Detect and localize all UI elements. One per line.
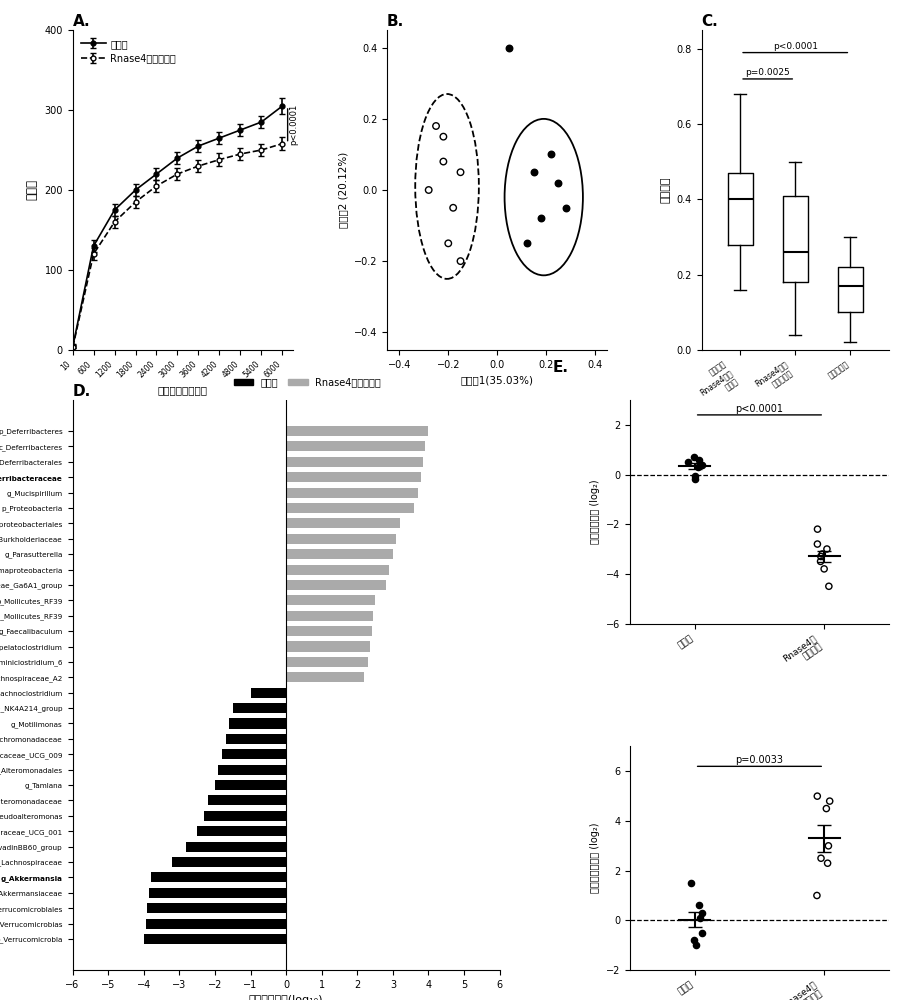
Text: C.: C.	[702, 14, 718, 29]
Bar	[149, 888, 286, 898]
Point	[689, 937, 704, 953]
Bar	[233, 703, 286, 713]
Text: p<0.0001: p<0.0001	[289, 104, 298, 145]
Point	[810, 788, 824, 804]
Bar	[219, 765, 286, 775]
Point	[429, 118, 444, 134]
Point	[820, 541, 834, 557]
Bar	[286, 441, 424, 451]
Bar	[286, 657, 368, 667]
Bar	[286, 534, 396, 544]
Point	[695, 925, 709, 941]
X-axis label: 主成分1(35.03%): 主成分1(35.03%)	[461, 375, 533, 385]
Point	[534, 210, 549, 226]
Legend: 野生型, Rnase4基因敲除型: 野生型, Rnase4基因敲除型	[229, 374, 385, 391]
Bar	[187, 842, 286, 852]
Point	[681, 454, 696, 470]
Bar	[250, 688, 286, 698]
Point	[688, 468, 702, 484]
Bar	[143, 934, 286, 944]
Y-axis label: 多样性: 多样性	[25, 180, 39, 200]
Point	[683, 875, 697, 891]
Point	[815, 546, 830, 562]
Text: E.: E.	[552, 360, 569, 375]
Y-axis label: 黏液溶解菌丰度 (log₂): 黏液溶解菌丰度 (log₂)	[590, 823, 600, 893]
Point	[692, 452, 707, 468]
Bar	[229, 718, 286, 729]
Bar	[286, 472, 422, 482]
Y-axis label: 主成分2 (20.12%): 主成分2 (20.12%)	[338, 152, 348, 228]
Text: D.: D.	[73, 384, 91, 399]
Point	[551, 175, 566, 191]
Text: p=0.0025: p=0.0025	[746, 68, 790, 77]
Point	[454, 164, 468, 180]
Point	[819, 801, 834, 817]
Point	[814, 548, 828, 564]
Point	[810, 887, 824, 903]
Bar	[286, 503, 414, 513]
Bar	[145, 919, 286, 929]
Y-axis label: 差异距离: 差异距离	[661, 177, 671, 203]
Point	[822, 578, 836, 594]
Bar	[286, 565, 389, 575]
Bar	[204, 811, 286, 821]
Y-axis label: 阿克曼菌丰度 (log₂): 阿克曼菌丰度 (log₂)	[590, 479, 600, 544]
Point	[441, 235, 455, 251]
Point	[544, 146, 559, 162]
Point	[814, 553, 828, 569]
Bar	[286, 518, 400, 528]
X-axis label: 样本中的序列数量: 样本中的序列数量	[158, 385, 208, 395]
Point	[692, 897, 707, 913]
Bar	[197, 826, 286, 836]
Bar	[172, 857, 286, 867]
Point	[502, 40, 517, 56]
Point	[814, 850, 828, 866]
Point	[422, 182, 436, 198]
Point	[454, 253, 468, 269]
Point	[691, 459, 706, 475]
Point	[446, 200, 461, 216]
Bar	[286, 457, 424, 467]
Point	[436, 129, 451, 145]
Bar	[151, 872, 286, 882]
X-axis label: 差异物种丰度(log₁₀): 差异物种丰度(log₁₀)	[249, 995, 324, 1000]
Point	[695, 457, 709, 473]
Bar	[286, 611, 374, 621]
Point	[810, 536, 824, 552]
Point	[695, 905, 709, 921]
Text: p=0.0033: p=0.0033	[736, 755, 784, 765]
Text: p<0.0001: p<0.0001	[736, 404, 784, 414]
Bar	[208, 795, 286, 805]
Bar	[286, 426, 428, 436]
Point	[810, 521, 824, 537]
Bar	[215, 780, 286, 790]
Point	[820, 855, 834, 871]
Bar	[286, 626, 372, 636]
Point	[436, 154, 451, 170]
Bar	[286, 595, 375, 605]
Point	[693, 910, 707, 926]
Bar	[286, 672, 365, 682]
Point	[559, 200, 573, 216]
Bar	[286, 580, 385, 590]
Point	[687, 449, 701, 465]
Point	[520, 235, 534, 251]
Bar	[286, 488, 418, 498]
Point	[688, 471, 703, 487]
Legend: 野生型, Rnase4基因敲除型: 野生型, Rnase4基因敲除型	[77, 35, 180, 68]
Point	[817, 561, 832, 577]
Point	[821, 838, 835, 854]
Bar	[226, 734, 286, 744]
Text: p<0.0001: p<0.0001	[773, 42, 818, 51]
Bar	[147, 903, 286, 913]
Bar	[286, 549, 393, 559]
Point	[527, 164, 541, 180]
Text: A.: A.	[73, 14, 90, 29]
Bar	[286, 641, 370, 652]
Point	[823, 793, 837, 809]
Text: B.: B.	[387, 14, 405, 29]
Bar	[222, 749, 286, 759]
Point	[687, 932, 701, 948]
